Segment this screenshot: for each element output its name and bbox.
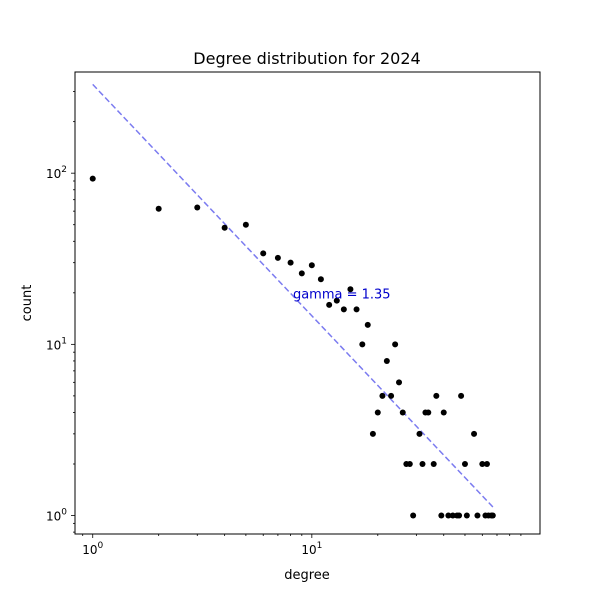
data-point — [416, 430, 423, 437]
data-point — [89, 175, 96, 182]
data-point — [383, 357, 390, 364]
data-point — [406, 460, 413, 467]
data-point — [479, 460, 486, 467]
data-point — [399, 409, 406, 416]
data-point — [194, 204, 201, 211]
data-point — [221, 224, 228, 231]
y-tick-label: 101 — [46, 336, 67, 352]
data-point — [396, 379, 403, 386]
data-point — [374, 409, 381, 416]
data-point — [242, 221, 249, 228]
data-point — [353, 306, 360, 313]
data-point — [456, 512, 463, 519]
data-point — [379, 392, 386, 399]
y-tick-label: 100 — [46, 508, 67, 524]
gamma-annotation: gamma = 1.35 — [293, 288, 391, 303]
data-point — [463, 512, 470, 519]
chart-title: Degree distribution for 2024 — [193, 49, 420, 68]
scatter-points — [89, 175, 496, 519]
data-point — [388, 392, 395, 399]
data-point — [430, 460, 437, 467]
data-point — [359, 341, 366, 348]
y-axis-label: count — [20, 285, 35, 322]
x-tick-label: 100 — [82, 541, 103, 557]
data-point — [425, 409, 432, 416]
data-point — [410, 512, 417, 519]
data-point — [317, 276, 324, 283]
data-point — [287, 259, 294, 266]
data-point — [392, 341, 399, 348]
data-point — [364, 321, 371, 328]
fit-line — [92, 83, 495, 509]
data-point — [274, 254, 281, 261]
data-point — [440, 409, 447, 416]
data-point — [308, 262, 315, 269]
data-point — [326, 301, 333, 308]
data-point — [369, 430, 376, 437]
y-tick-label: 102 — [46, 165, 67, 181]
data-point — [461, 460, 468, 467]
data-point — [445, 512, 452, 519]
data-point — [155, 205, 162, 212]
plot-frame — [74, 71, 541, 535]
data-point — [433, 392, 440, 399]
axis-ticks: 100 101 100 101 102 — [46, 91, 522, 557]
data-point — [483, 460, 490, 467]
data-point — [474, 512, 481, 519]
x-tick-label: 101 — [301, 541, 322, 557]
data-point — [471, 430, 478, 437]
data-point — [458, 392, 465, 399]
data-point — [333, 297, 340, 304]
data-point — [340, 306, 347, 313]
data-point — [260, 250, 267, 257]
data-point — [438, 512, 445, 519]
data-point — [419, 460, 426, 467]
data-point — [298, 270, 305, 277]
data-point — [347, 286, 354, 293]
data-point — [489, 512, 496, 519]
data-point — [449, 512, 456, 519]
x-axis-label: degree — [284, 568, 330, 583]
